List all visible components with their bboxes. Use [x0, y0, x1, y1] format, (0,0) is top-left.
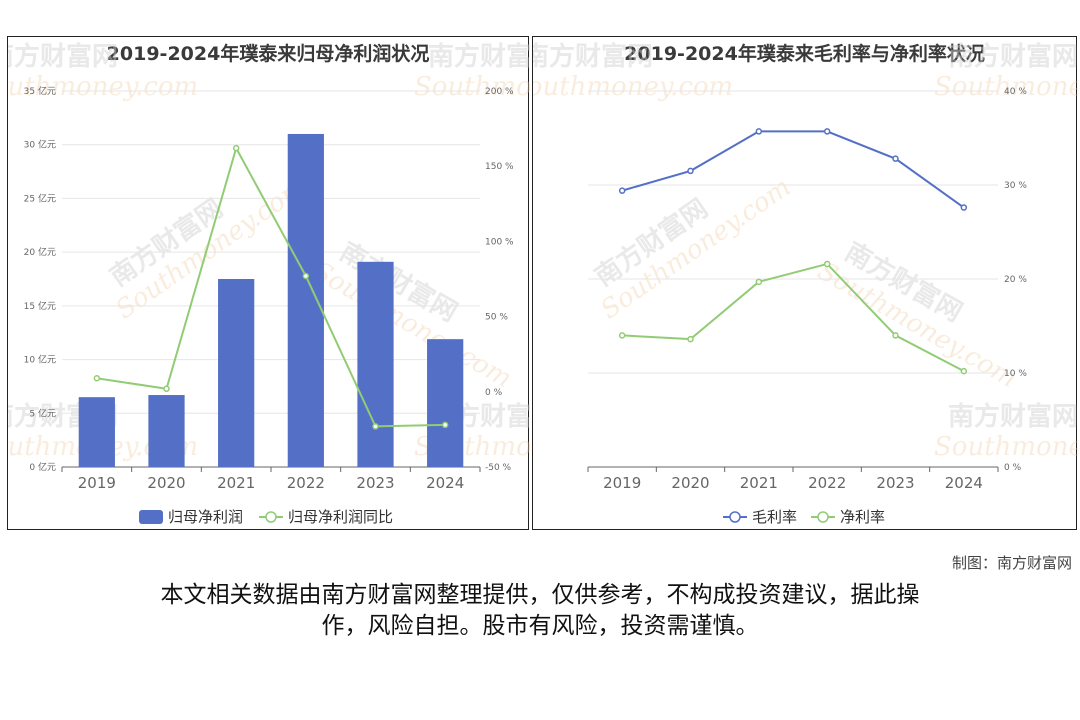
x-tick-label: 2019 [78, 474, 116, 492]
y-right-tick-label: 200 % [485, 87, 514, 97]
bar [427, 339, 464, 467]
y-right-tick-label: -50 % [485, 463, 512, 473]
x-tick-label: 2022 [808, 474, 846, 492]
disclaimer-line: 作，风险自担。股市有风险，投资需谨慎。 [321, 613, 759, 639]
y-right-tick-label: 150 % [485, 162, 514, 172]
yoy-point [232, 144, 240, 152]
series-point [823, 128, 831, 135]
watermark-en: Southmoney.com [8, 72, 198, 102]
y-left-tick-label: 0 亿元 [29, 461, 56, 473]
yoy-point [93, 375, 101, 382]
x-tick-label: 2021 [217, 474, 255, 492]
y-tick-label: 0 % [1004, 463, 1022, 473]
chart-credit: 制图：南方财富网 [951, 554, 1072, 572]
series-point [618, 332, 626, 339]
y-tick-label: 30 % [1004, 181, 1027, 191]
bar [218, 279, 255, 467]
y-left-tick-label: 25 亿元 [24, 192, 56, 204]
y-tick-label: 10 % [1004, 369, 1027, 379]
y-left-tick-label: 5 亿元 [29, 407, 56, 419]
series-point [687, 335, 694, 343]
y-left-tick-label: 10 亿元 [24, 354, 56, 366]
series-point [687, 167, 694, 175]
y-tick-label: 20 % [1004, 275, 1027, 285]
legend-line-marker [265, 511, 277, 523]
disclaimer: 本文相关数据由南方财富网整理提供，仅供参考，不构成投资建议，据此操 作，风险自担… [80, 580, 1000, 642]
watermark-cn: 南方财富网 [8, 41, 118, 72]
x-tick-label: 2021 [740, 474, 778, 492]
x-tick-label: 2023 [876, 474, 914, 492]
x-tick-label: 2024 [945, 474, 983, 492]
series-point [960, 204, 968, 211]
watermark-cn: 南方财富网 [428, 41, 530, 72]
yoy-point [372, 423, 379, 430]
y-right-tick-label: 50 % [485, 313, 508, 323]
x-tick-label: 2024 [426, 474, 464, 492]
series-line [622, 262, 965, 373]
series-point [892, 332, 899, 339]
watermark-cn: 南方财富网 [533, 41, 653, 72]
legend-label: 毛利率 [752, 508, 797, 526]
legend-line-marker [729, 511, 741, 523]
y-left-tick-label: 15 亿元 [24, 300, 56, 312]
y-left-tick-label: 20 亿元 [24, 246, 56, 258]
legend-bar-swatch [139, 510, 163, 524]
disclaimer-line: 本文相关数据由南方财富网整理提供，仅供参考，不构成投资建议，据此操 [160, 582, 920, 608]
bar [357, 261, 394, 467]
watermark-en: Southmoney.com [533, 72, 733, 102]
x-tick-label: 2022 [287, 474, 325, 492]
margin-chart: 南方财富网Southmoney.com南方财富网Southmoney.com南方… [533, 41, 1078, 526]
x-tick-label: 2020 [671, 474, 709, 492]
legend-label: 净利率 [840, 508, 885, 526]
yoy-line [96, 145, 446, 428]
chart-title: 2019-2024年璞泰来归母净利润状况 [106, 43, 430, 65]
yoy-point [163, 385, 170, 393]
bar [78, 397, 115, 467]
watermark-en: Southmoney.com [934, 432, 1078, 462]
series-point [823, 260, 831, 268]
legend-line-marker [817, 511, 829, 523]
y-left-tick-label: 30 亿元 [24, 139, 56, 151]
watermark-cn: 南方财富网 [948, 401, 1078, 432]
y-left-tick-label: 35 亿元 [24, 85, 56, 97]
x-tick-label: 2023 [356, 474, 394, 492]
bar [148, 395, 185, 467]
y-right-tick-label: 0 % [485, 388, 503, 398]
x-tick-label: 2020 [147, 474, 185, 492]
yoy-point [441, 421, 449, 429]
x-tick-label: 2019 [603, 474, 641, 492]
chart-title: 2019-2024年璞泰来毛利率与净利率状况 [624, 43, 985, 65]
series-point [618, 187, 626, 194]
watermark-en: Southmoney.com [934, 72, 1078, 102]
watermark-cn: 南方财富网 [948, 41, 1078, 72]
watermark-en: Southmoney.com [414, 72, 530, 102]
net-profit-chart: 南方财富网Southmoney.com南方财富网Southmoney.com南方… [8, 41, 530, 526]
series-line [621, 130, 965, 209]
legend-label: 归母净利润同比 [288, 508, 393, 526]
y-tick-label: 40 % [1004, 87, 1027, 97]
y-right-tick-label: 100 % [485, 237, 514, 247]
series-point [960, 367, 968, 375]
right-chart-panel: 2019-2024年璞泰来毛利率与净利率状况 南方财富网Southmoney.c… [532, 36, 1078, 530]
series-point [755, 128, 763, 135]
series-point [892, 155, 899, 162]
left-chart-panel: 2019-2024年璞泰来归母净利润状况 南方财富网Southmoney.com… [7, 36, 530, 530]
yoy-point [302, 272, 310, 280]
legend-label: 归母净利润 [168, 508, 243, 526]
series-point [755, 278, 763, 286]
bar [287, 133, 324, 467]
